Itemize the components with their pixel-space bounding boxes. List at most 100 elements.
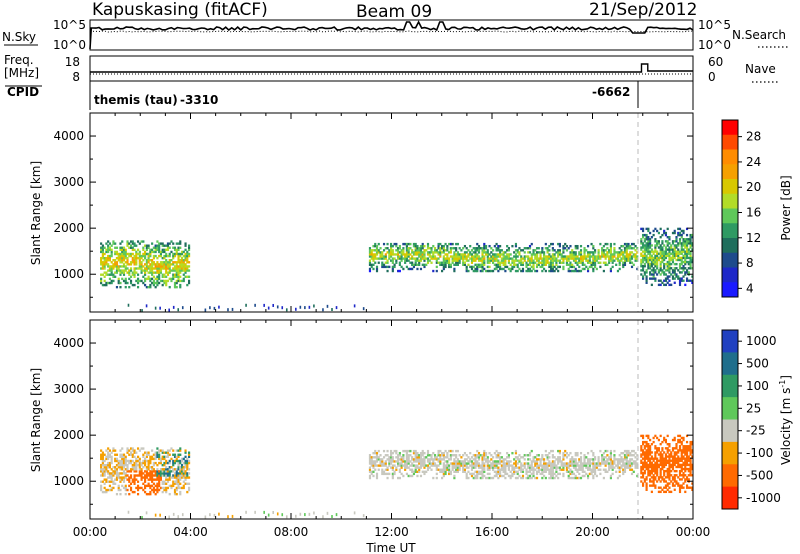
power-echo-cell <box>567 255 570 258</box>
velocity-echo-cell <box>179 474 182 477</box>
freq-label-line1: Freq. <box>4 53 34 67</box>
power-echo-cell <box>397 255 400 258</box>
nsky-series-line <box>89 20 694 50</box>
velocity-echo-cell <box>525 476 528 480</box>
power-echo-cell <box>419 257 423 260</box>
velocity-echo-cell <box>374 451 377 455</box>
power-echo-cell <box>539 257 542 260</box>
power-echo-cell <box>448 257 451 260</box>
power-echo-cell <box>535 255 539 258</box>
power-echo-cell <box>103 271 106 274</box>
velocity-echo-cell <box>423 451 426 455</box>
power-echo-cell <box>172 252 175 256</box>
power-echo-cell <box>144 244 147 247</box>
velocity-echo-cell <box>295 514 297 518</box>
velocity-echo-cell <box>133 474 136 477</box>
velocity-echo-cell <box>439 468 442 471</box>
power-echo-cell <box>647 235 650 239</box>
velocity-echo-cell <box>455 462 458 465</box>
velocity-echo-cell <box>145 476 148 479</box>
velocity-echo-cell <box>488 468 491 471</box>
power-echo-cell <box>112 275 115 278</box>
power-echo-cell <box>682 229 685 233</box>
velocity-echo-cell <box>166 478 170 481</box>
power-echo-cell <box>661 242 664 245</box>
power-echo-cell <box>555 261 558 264</box>
velocity-echo-cell <box>625 451 628 455</box>
power-echo-cell <box>161 263 164 266</box>
power-echo-cell <box>604 242 607 246</box>
power-echo-cell <box>121 271 124 274</box>
velocity-echo-cell <box>677 449 680 452</box>
velocity-echo-cell <box>128 461 131 465</box>
velocity-echo-cell <box>685 484 689 487</box>
velocity-echo-cell <box>128 492 131 496</box>
velocity-echo-cell <box>372 451 375 455</box>
power-echo-cell <box>571 263 574 267</box>
velocity-echo-cell <box>391 451 394 455</box>
velocity-echo-cell <box>173 480 177 483</box>
velocity-echo-cell <box>625 460 628 463</box>
power-echo-cell <box>530 253 533 256</box>
power-echo-cell <box>657 231 660 235</box>
power-echo-cell <box>465 259 468 262</box>
power-echo-cell <box>140 267 143 270</box>
velocity-echo-cell <box>108 480 112 483</box>
velocity-echo-cell <box>151 449 154 452</box>
power-echo-cell <box>558 242 561 246</box>
velocity-echo-cell <box>161 482 164 485</box>
velocity-echo-cell <box>114 457 117 461</box>
power-echo-cell <box>664 250 668 253</box>
power-echo-cell <box>609 253 612 256</box>
power-echo-cell <box>506 265 509 269</box>
power-echo-cell <box>131 259 134 262</box>
power-echo-cell <box>384 255 387 258</box>
velocity-echo-cell <box>657 486 660 489</box>
power-echo-cell <box>451 261 454 264</box>
power-echo-cell <box>645 281 648 284</box>
power-echo-cell <box>163 261 166 264</box>
velocity-echo-cell <box>158 453 161 456</box>
velocity-echo-cell <box>430 454 433 457</box>
velocity-echo-cell <box>609 458 612 461</box>
velocity-echo-cell <box>625 454 628 457</box>
velocity-echo-cell <box>416 458 419 461</box>
power-echo-cell <box>516 251 519 254</box>
power-echo-cell <box>404 255 407 258</box>
velocity-echo-cell <box>421 451 424 455</box>
power-echo-cell <box>661 260 664 264</box>
velocity-echo-cell <box>114 470 117 473</box>
power-echo-cell <box>145 277 148 281</box>
velocity-echo-cell <box>465 474 468 478</box>
velocity-echo-cell <box>670 480 673 483</box>
power-echo-cell <box>175 267 178 270</box>
velocity-echo-cell <box>550 470 553 474</box>
power-echo-cell <box>166 242 170 245</box>
velocity-echo-cell <box>179 492 182 496</box>
velocity-echo-cell <box>663 490 666 494</box>
power-echo-cell <box>453 259 456 262</box>
power-echo-cell <box>161 265 164 268</box>
velocity-echo-cell <box>463 464 467 467</box>
freq-series-line <box>90 63 693 73</box>
power-echo-cell <box>618 253 621 256</box>
power-echo-cell <box>656 265 659 268</box>
velocity-echo-cell <box>151 474 154 477</box>
velocity-echo-cell <box>479 454 482 457</box>
velocity-echo-cell <box>661 488 664 491</box>
velocity-echo-cell <box>476 476 479 480</box>
velocity-echo-cell <box>486 456 489 459</box>
power-echo-cell <box>486 249 489 252</box>
velocity-echo-cell <box>375 451 379 455</box>
power-echo-cell <box>374 261 377 264</box>
power-echo-cell <box>516 269 519 273</box>
power-echo-cell <box>412 265 416 269</box>
velocity-echo-cell <box>597 458 600 461</box>
velocity-echo-cell <box>571 460 574 463</box>
velocity-echo-cell <box>630 462 634 465</box>
power-echo-cell <box>659 235 662 239</box>
power-echo-cell <box>645 244 648 247</box>
velocity-echo-cell <box>562 458 565 461</box>
power-echo-cell <box>659 269 662 272</box>
velocity-echo-cell <box>372 470 375 474</box>
